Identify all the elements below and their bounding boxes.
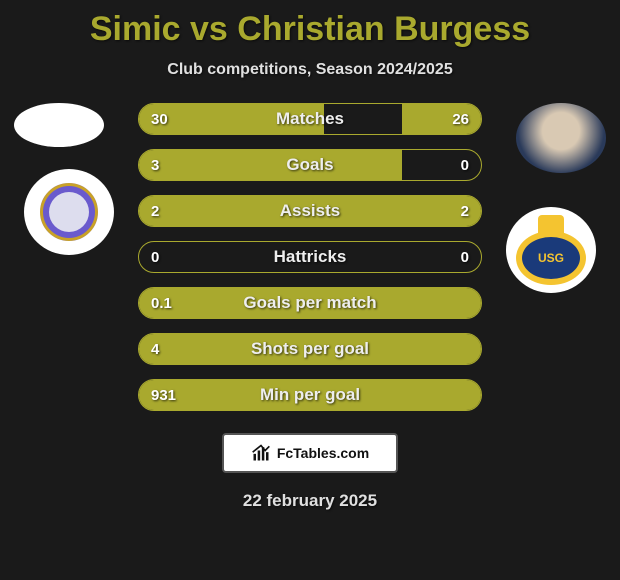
subtitle: Club competitions, Season 2024/2025: [0, 61, 620, 79]
club-crest-right: USG: [506, 207, 596, 293]
crest-right-label: USG: [538, 251, 564, 265]
metric-bar: 30Goals: [138, 149, 482, 181]
metric-bar: 931Min per goal: [138, 379, 482, 411]
player-avatar-right: [516, 103, 606, 173]
metric-bars: 3026Matches 30Goals 22Assists 00Hattricks 0.…: [138, 103, 482, 411]
metric-label: Hattricks: [139, 242, 481, 272]
metric-bar: 4Shots per goal: [138, 333, 482, 365]
metric-bar: 3026Matches: [138, 103, 482, 135]
metric-label: Assists: [139, 196, 481, 226]
metric-label: Goals per match: [139, 288, 481, 318]
chart-icon: [251, 443, 271, 463]
player-avatar-left: [14, 103, 104, 147]
brand-badge[interactable]: FcTables.com: [222, 433, 398, 473]
crest-left-icon: [37, 180, 101, 244]
metric-bar: 00Hattricks: [138, 241, 482, 273]
club-crest-left: [24, 169, 114, 255]
metric-label: Shots per goal: [139, 334, 481, 364]
metric-bar: 22Assists: [138, 195, 482, 227]
comparison-panel: USG 3026Matches 30Goals 22Assists 00Hattric…: [0, 103, 620, 411]
metric-bar: 0.1Goals per match: [138, 287, 482, 319]
crest-right-icon: USG: [516, 215, 586, 285]
metric-label: Goals: [139, 150, 481, 180]
date-label: 22 february 2025: [0, 491, 620, 511]
brand-label: FcTables.com: [277, 445, 369, 461]
metric-label: Min per goal: [139, 380, 481, 410]
page-title: Simic vs Christian Burgess: [0, 0, 620, 49]
metric-label: Matches: [139, 104, 481, 134]
